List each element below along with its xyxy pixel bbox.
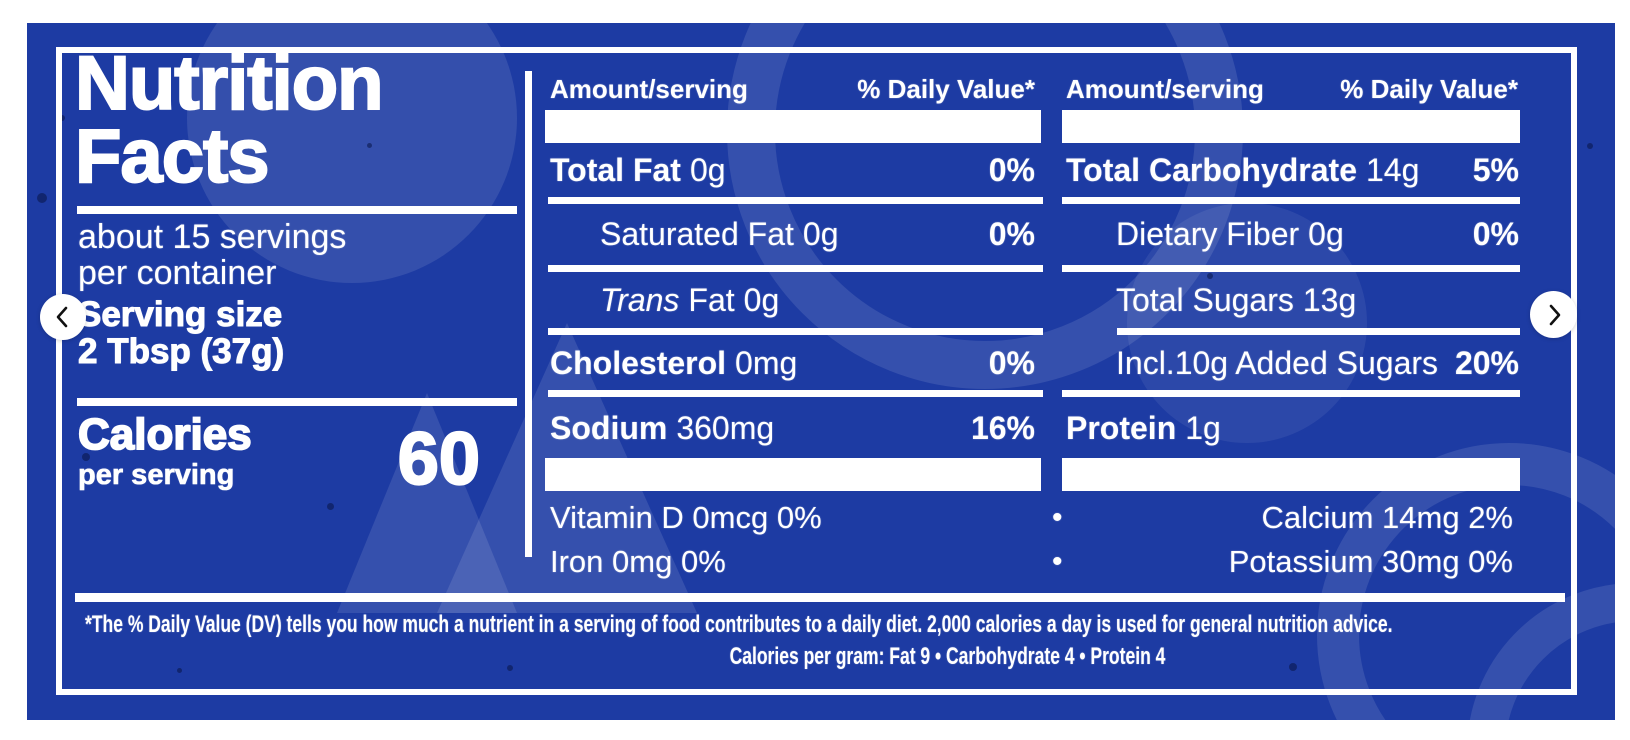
micro-text: Iron 0mg 0% <box>550 544 726 579</box>
separator-line <box>1117 328 1520 335</box>
separator-line <box>548 328 1043 335</box>
thick-bar <box>1062 458 1520 491</box>
row-dv: 20% <box>1454 344 1519 381</box>
carousel-next-button[interactable] <box>1530 291 1577 338</box>
divider <box>77 398 517 406</box>
row-name: Dietary Fiber <box>1116 216 1300 252</box>
nutrient-row: Trans Fat 0g <box>535 272 1043 328</box>
row-qty: 0g <box>1308 216 1344 252</box>
nutrient-row: Total Sugars 13g <box>1062 272 1520 328</box>
micro-text: Vitamin D 0mcg 0% <box>550 500 822 535</box>
row-qty: 360mg <box>676 409 775 446</box>
row-qty: 14g <box>1366 151 1420 188</box>
separator-line <box>548 265 1043 272</box>
nutrient-row: Total Fat 0g 0% <box>535 143 1043 197</box>
micronutrient-row: • Calcium 14mg 2% <box>1052 496 1520 540</box>
separator-line <box>1062 197 1520 204</box>
daily-value-footnote: *The % Daily Value (DV) tells you how mu… <box>85 611 1393 638</box>
thick-bar <box>545 458 1041 491</box>
thick-bar <box>1062 110 1520 143</box>
thick-bar <box>545 110 1041 143</box>
calories-per-gram-text: Calories per gram: Fat 9 • Carbohydrate … <box>729 643 1165 670</box>
separator-line <box>1062 390 1520 397</box>
row-dv: 0% <box>988 344 1035 381</box>
nutrient-row: Saturated Fat 0g 0% <box>535 204 1043 265</box>
nutrient-column-right: Amount/serving % Daily Value* Total Carb… <box>1052 23 1520 720</box>
row-dv: 16% <box>970 409 1035 446</box>
nutrient-row: Sodium 360mg 16% <box>535 398 1043 458</box>
row-name: Saturated Fat <box>600 216 794 252</box>
row-name: Total Carbohydrate <box>1066 151 1357 188</box>
chevron-left-icon <box>56 306 68 328</box>
row-name: Fat <box>688 281 735 318</box>
serving-size-value: 2 Tbsp (37g) <box>77 332 285 371</box>
micronutrient-row: Vitamin D 0mcg 0% <box>535 496 1043 540</box>
header-daily-value: % Daily Value* <box>1340 73 1518 104</box>
speckle <box>1587 143 1593 149</box>
calories-per-gram-note: Calories per gram: Fat 9 • Carbohydrate … <box>447 643 1447 671</box>
column-header: Amount/serving % Daily Value* <box>535 71 1043 107</box>
servings-per-container: about 15 servings per container <box>78 219 346 291</box>
row-dv: 0% <box>1472 216 1519 252</box>
row-dv: 0% <box>988 216 1035 252</box>
row-qty: 0mg <box>735 344 798 381</box>
row-prefix: Trans <box>600 281 680 318</box>
row-qty: 1g <box>1185 409 1221 446</box>
row-qty: 0g <box>743 281 780 318</box>
calories-value: 60 <box>397 417 482 500</box>
nutrient-row: Cholesterol 0mg 0% <box>535 336 1043 390</box>
label-border <box>56 47 1577 695</box>
nutrition-facts-image[interactable]: Nutrition Facts about 15 servings per co… <box>27 23 1615 720</box>
serving-size-label: Serving size <box>77 295 283 334</box>
carousel-previous-button[interactable] <box>40 294 86 340</box>
label-title-line2: Facts <box>74 114 271 199</box>
header-amount: Amount/serving <box>550 73 748 104</box>
micronutrient-row: Iron 0mg 0% <box>535 540 1043 584</box>
micro-text: Potassium 30mg 0% <box>1228 544 1513 579</box>
chevron-right-icon <box>1549 304 1560 325</box>
column-divider <box>525 71 532 557</box>
servings-line1: about 15 servings <box>78 218 347 256</box>
row-name: Total Fat <box>550 151 681 188</box>
calories-label: Calories <box>77 410 252 459</box>
label-title: Nutrition Facts <box>74 41 385 199</box>
row-name: Sodium <box>550 409 668 446</box>
micronutrient-row: • Potassium 30mg 0% <box>1052 540 1520 584</box>
row-name: Incl.10g Added Sugars <box>1116 344 1439 381</box>
nutrient-column-left: Amount/serving % Daily Value* Total Fat … <box>535 23 1043 720</box>
row-name: Protein <box>1066 409 1177 446</box>
separator-line <box>548 197 1043 204</box>
row-name: Total Sugars <box>1116 281 1294 318</box>
footer-divider <box>75 593 1565 602</box>
header-amount: Amount/serving <box>1066 73 1264 104</box>
micro-text: Calcium 14mg 2% <box>1261 500 1513 535</box>
serving-size: Serving size 2 Tbsp (37g) <box>77 295 285 371</box>
column-header: Amount/serving % Daily Value* <box>1062 71 1520 107</box>
calories-sublabel: per serving <box>78 459 235 491</box>
label-title-line1: Nutrition <box>74 41 385 126</box>
header-daily-value: % Daily Value* <box>857 73 1035 104</box>
separator-line <box>1062 265 1520 272</box>
servings-line2: per container <box>78 254 277 292</box>
row-dv: 0% <box>988 151 1035 188</box>
speckle <box>37 193 47 203</box>
nutrient-row: Total Carbohydrate 14g 5% <box>1062 143 1520 197</box>
nutrient-row: Incl.10g Added Sugars 20% <box>1062 336 1520 390</box>
bullet-icon: • <box>1052 545 1063 578</box>
row-dv: 5% <box>1472 151 1519 188</box>
nutrient-row: Protein 1g <box>1062 398 1520 458</box>
row-name: Cholesterol <box>550 344 727 381</box>
row-qty: 13g <box>1302 281 1357 318</box>
divider <box>77 206 517 214</box>
separator-line <box>548 390 1043 397</box>
nutrient-row: Dietary Fiber 0g 0% <box>1062 204 1520 265</box>
row-qty: 0g <box>689 151 726 188</box>
row-qty: 0g <box>802 216 839 252</box>
bullet-icon: • <box>1052 501 1063 534</box>
